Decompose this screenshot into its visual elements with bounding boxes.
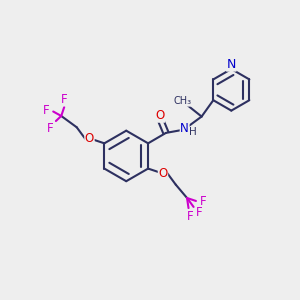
Text: H: H — [189, 127, 196, 137]
Text: O: O — [155, 109, 165, 122]
Text: N: N — [226, 58, 236, 71]
Text: F: F — [47, 122, 54, 135]
Text: F: F — [61, 93, 68, 106]
Text: O: O — [158, 167, 168, 180]
Text: F: F — [196, 206, 203, 219]
Text: F: F — [43, 103, 49, 116]
Text: O: O — [85, 132, 94, 145]
Text: N: N — [180, 122, 189, 135]
Text: F: F — [200, 195, 207, 208]
Text: CH₃: CH₃ — [173, 96, 191, 106]
Text: F: F — [187, 210, 193, 223]
